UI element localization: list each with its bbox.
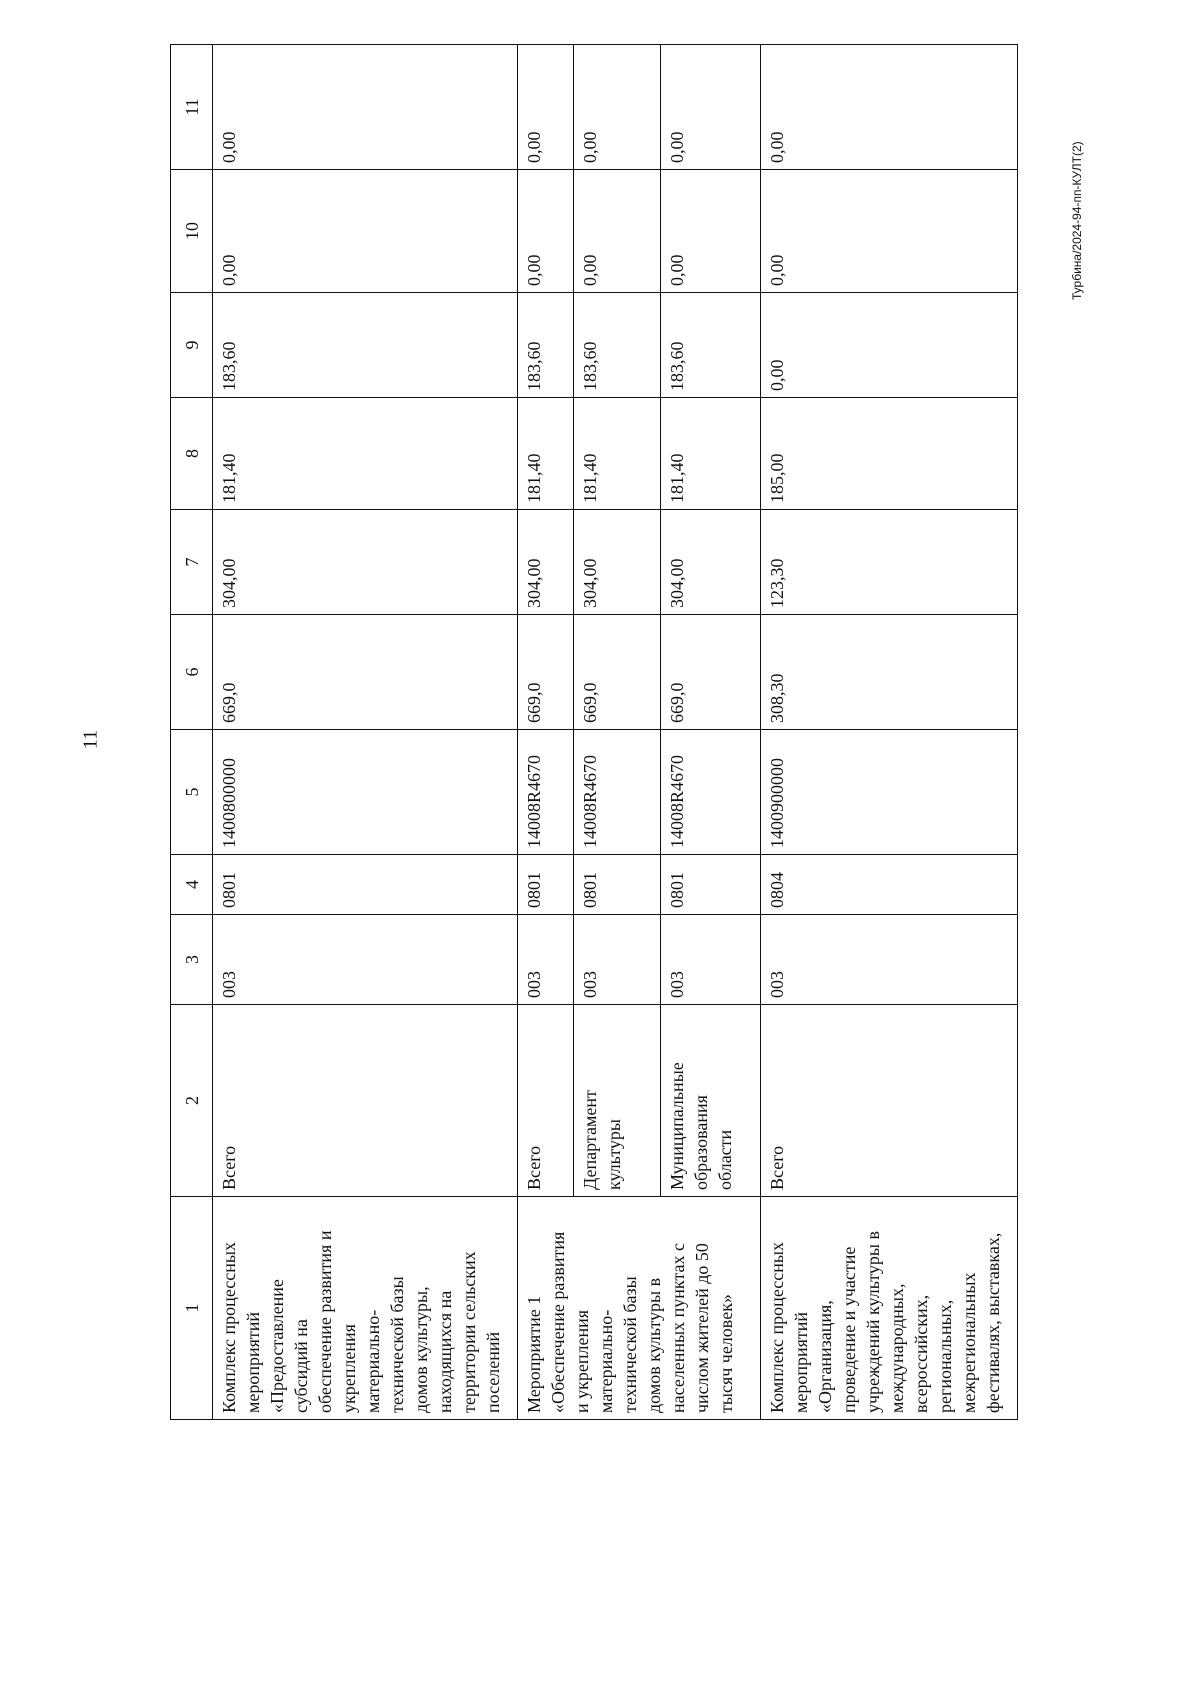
cell-col11: 0,00 bbox=[573, 44, 661, 170]
cell-col4: 0801 bbox=[517, 854, 574, 915]
cell-col11: 0,00 bbox=[517, 44, 574, 170]
cell-executor: Всего bbox=[517, 1004, 574, 1197]
cell-col6: 308,30 bbox=[760, 614, 1018, 730]
table-row: Мероприятие 1 «Обеспечение развития и ук… bbox=[517, 44, 761, 1420]
cell-program: Комплекс процессных мероприятий «Предост… bbox=[212, 1196, 518, 1420]
cell-col10: 0,00 bbox=[212, 169, 518, 293]
cell-executor: Муниципальные образования области bbox=[660, 1004, 761, 1197]
cell-col3: 003 bbox=[517, 914, 574, 1005]
cell-col6: 669,0 bbox=[573, 614, 661, 730]
cell-col11: 0,00 bbox=[212, 44, 518, 170]
cell-col10: 0,00 bbox=[660, 169, 761, 293]
header-cell: 8 bbox=[170, 397, 213, 510]
cell-col3: 003 bbox=[660, 914, 761, 1005]
cell-col8: 181,40 bbox=[573, 397, 661, 510]
cell-col7: 304,00 bbox=[573, 509, 661, 615]
cell-col11: 0,00 bbox=[760, 44, 1018, 170]
header-cell: 2 bbox=[170, 1004, 213, 1197]
cell-col6: 669,0 bbox=[212, 614, 518, 730]
header-row: 1 2 3 4 5 6 7 8 9 10 11 bbox=[170, 44, 213, 1420]
cell-executor: Всего bbox=[760, 1004, 1018, 1197]
cell-program: Мероприятие 1 «Обеспечение развития и ук… bbox=[517, 1196, 761, 1420]
cell-col10: 0,00 bbox=[760, 169, 1018, 293]
cell-col8: 181,40 bbox=[660, 397, 761, 510]
cell-col7: 304,00 bbox=[660, 509, 761, 615]
header-cell: 9 bbox=[170, 292, 213, 398]
cell-col8: 185,00 bbox=[760, 397, 1018, 510]
cell-col9: 0,00 bbox=[760, 292, 1018, 398]
cell-col7: 304,00 bbox=[517, 509, 574, 615]
cell-col9: 183,60 bbox=[212, 292, 518, 398]
cell-col6: 669,0 bbox=[660, 614, 761, 730]
cell-col3: 003 bbox=[760, 914, 1018, 1005]
budget-table: 1 2 3 4 5 6 7 8 9 10 11 Комплекс процесс… bbox=[170, 44, 1018, 1420]
cell-col7: 304,00 bbox=[212, 509, 518, 615]
table-row: Комплекс процессных мероприятий «Организ… bbox=[760, 44, 1018, 1420]
cell-col7: 123,30 bbox=[760, 509, 1018, 615]
cell-col6: 669,0 bbox=[517, 614, 574, 730]
cell-col5: 14008R4670 bbox=[517, 729, 574, 855]
header-cell: 3 bbox=[170, 914, 213, 1005]
page-number: 11 bbox=[79, 729, 102, 750]
header-cell: 6 bbox=[170, 614, 213, 730]
header-cell: 11 bbox=[170, 44, 213, 170]
cell-col5: 14008R4670 bbox=[573, 729, 661, 855]
cell-col9: 183,60 bbox=[517, 292, 574, 398]
cell-col3: 003 bbox=[212, 914, 518, 1005]
cell-col10: 0,00 bbox=[517, 169, 574, 293]
cell-executor: Всего bbox=[212, 1004, 518, 1197]
cell-col5: 1400800000 bbox=[212, 729, 518, 855]
header-cell: 5 bbox=[170, 729, 213, 855]
cell-program: Комплекс процессных мероприятий «Организ… bbox=[760, 1196, 1018, 1420]
document-footer: Турбина/2024-94-пп-КУЛТ(2) bbox=[1070, 141, 1084, 300]
cell-col9: 183,60 bbox=[660, 292, 761, 398]
cell-col10: 0,00 bbox=[573, 169, 661, 293]
cell-col4: 0801 bbox=[212, 854, 518, 915]
cell-col11: 0,00 bbox=[660, 44, 761, 170]
cell-col4: 0804 bbox=[760, 854, 1018, 915]
table-row: Комплекс процессных мероприятий «Предост… bbox=[212, 44, 518, 1420]
cell-col5: 14008R4670 bbox=[660, 729, 761, 855]
cell-col9: 183,60 bbox=[573, 292, 661, 398]
header-cell: 7 bbox=[170, 509, 213, 615]
cell-col4: 0801 bbox=[573, 854, 661, 915]
rotated-table-container: 1 2 3 4 5 6 7 8 9 10 11 Комплекс процесс… bbox=[170, 44, 1018, 1420]
header-cell: 1 bbox=[170, 1196, 213, 1420]
header-cell: 4 bbox=[170, 854, 213, 915]
cell-col8: 181,40 bbox=[517, 397, 574, 510]
cell-col8: 181,40 bbox=[212, 397, 518, 510]
cell-col3: 003 bbox=[573, 914, 661, 1005]
cell-col5: 1400900000 bbox=[760, 729, 1018, 855]
cell-col4: 0801 bbox=[660, 854, 761, 915]
header-cell: 10 bbox=[170, 169, 213, 293]
cell-executor: Департамент культуры bbox=[573, 1004, 661, 1197]
